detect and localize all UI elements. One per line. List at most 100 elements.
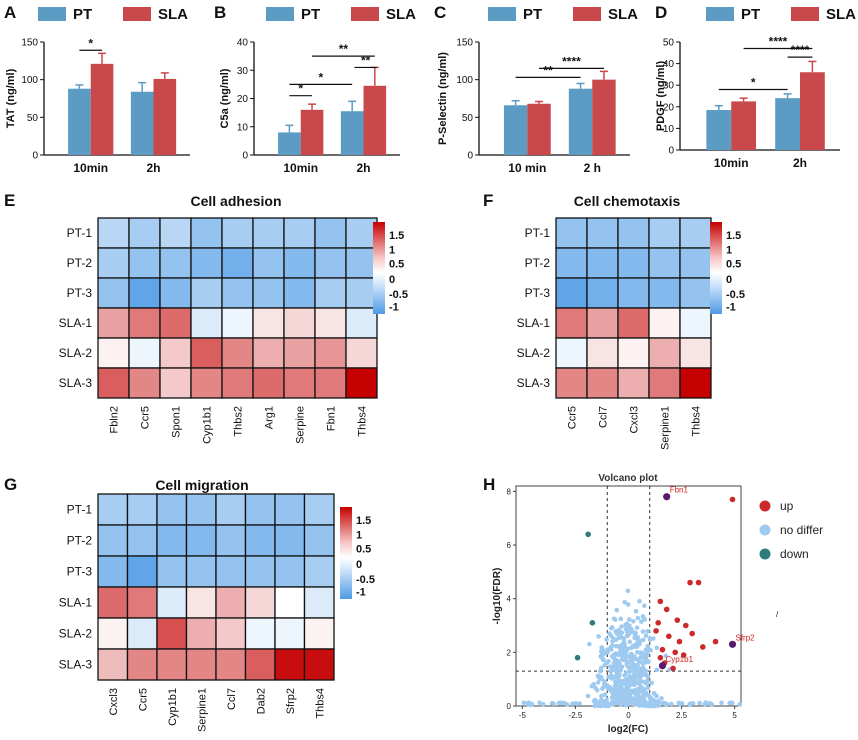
volcano-legend-label: no differ: [780, 523, 823, 537]
point-no-differ: [719, 700, 724, 706]
point-no-differ: [645, 628, 650, 634]
point-no-differ: [633, 608, 639, 614]
panel-letter: F: [483, 191, 493, 210]
heatmap-cell: [221, 337, 254, 369]
y-axis-label: -log10(FDR): [492, 568, 503, 625]
heatmap-row-label: PT-2: [67, 534, 93, 548]
point-no-differ: [650, 636, 656, 641]
legend-label-pt: PT: [741, 6, 760, 23]
point-no-differ: [631, 618, 636, 624]
point-no-differ: [610, 701, 616, 707]
bar-pt-0: [706, 110, 732, 150]
point-no-differ: [619, 682, 624, 688]
heatmap-cell: [156, 524, 188, 557]
volcano-plot: H Volcano plot -5 -2.5 0 2.5 5 0 2 4 6 8 log2(FC) -lo…: [483, 473, 823, 735]
legend-label-pt: PT: [73, 6, 92, 23]
point-no-differ: [611, 616, 617, 622]
point-no-differ: [625, 588, 631, 594]
gene-label: Sfrp2: [736, 633, 756, 642]
heatmap-cell: [215, 555, 247, 588]
point-no-differ: [627, 664, 633, 670]
volcano-legend-label: up: [780, 499, 794, 513]
bar-sla-0: [300, 109, 324, 155]
heatmap-cell: [159, 337, 192, 369]
point-up: [657, 598, 664, 605]
heatmap-cell: [283, 277, 316, 309]
heatmap-column-label: Spon1: [171, 406, 183, 438]
point-no-differ: [624, 701, 630, 707]
point-no-differ: [654, 667, 660, 673]
heatmap-cell: [128, 337, 161, 369]
significance-label: *: [318, 70, 323, 84]
heatmap-row-label: PT-3: [67, 565, 93, 579]
point-no-differ: [635, 615, 641, 621]
heatmap-cell: [190, 217, 223, 249]
point-up: [657, 654, 664, 661]
legend-swatch-pt: [38, 7, 66, 21]
point-no-differ: [638, 673, 644, 678]
x-tick-label: 0: [626, 711, 631, 720]
heatmap-cell: [314, 367, 347, 399]
point-no-differ: [669, 701, 674, 707]
point-no-differ: [577, 701, 582, 706]
point-no-differ: [529, 701, 535, 707]
volcano-legend-label: down: [780, 547, 809, 561]
x-category-label: 2h: [146, 161, 160, 175]
point-no-differ: [525, 701, 531, 707]
point-no-differ: [649, 680, 654, 686]
heatmap-cell: [159, 247, 192, 279]
y-tick-label: 40: [663, 59, 675, 70]
point-no-differ: [596, 703, 601, 709]
bar-pt-0: [278, 132, 301, 155]
heatmap-column-label: Serpine1: [660, 406, 672, 450]
heatmap-cell: [252, 217, 285, 249]
significance-label: *: [751, 76, 756, 90]
heatmap-row-label: SLA-1: [59, 316, 93, 330]
point-no-differ: [620, 699, 626, 705]
heatmap-row-label: SLA-2: [517, 346, 551, 360]
point-no-differ: [647, 636, 653, 641]
heatmap-cell: [648, 277, 681, 309]
y-axis-label: P-Selectin (ng/ml): [437, 52, 449, 145]
heatmap-cell: [586, 247, 619, 279]
point-no-differ: [619, 643, 624, 648]
y-tick-label: 150: [21, 38, 38, 49]
point-no-differ: [627, 623, 632, 628]
point-no-differ: [640, 666, 646, 672]
x-category-label: 10min: [714, 156, 749, 170]
heatmap-column-label: Serpine1: [196, 688, 208, 732]
heatmap-column-label: Thbs4: [314, 688, 326, 719]
heatmap-column-label: Ccr5: [140, 406, 152, 429]
heatmap-cell: [345, 247, 378, 279]
volcano-legend-marker: [759, 548, 771, 560]
heatmap-column-label: Thbs4: [691, 406, 703, 437]
y-tick-label: 30: [237, 66, 249, 77]
point-up: [689, 630, 695, 637]
heatmap-cell: [274, 617, 306, 650]
heatmap-cell: [128, 367, 161, 399]
bar-sla-1: [800, 72, 825, 150]
heatmap-cell: [128, 247, 161, 279]
y-tick-label: 0: [467, 151, 473, 162]
heatmap-cell: [252, 337, 285, 369]
point-no-differ: [611, 660, 617, 666]
point-no-differ: [640, 637, 646, 643]
heatmap-cell: [185, 524, 217, 557]
heatmap-column-label: Fbln2: [109, 406, 121, 434]
point-no-differ: [625, 685, 631, 691]
heatmap-cell: [586, 217, 619, 249]
x-tick-label: -2.5: [569, 711, 583, 720]
point-no-differ: [737, 702, 742, 707]
point-no-differ: [613, 651, 619, 656]
point-no-differ: [618, 616, 624, 622]
heatmap-row-label: SLA-2: [59, 627, 93, 641]
legend-label-sla: SLA: [386, 6, 416, 23]
point-no-differ: [614, 699, 620, 705]
legend-swatch-pt: [266, 7, 294, 21]
heatmap-row-label: SLA-3: [59, 376, 93, 390]
heatmap-cell: [156, 648, 188, 681]
gene-label: Fbn1: [670, 486, 689, 495]
point-up: [659, 646, 666, 653]
y-tick-label: 150: [456, 38, 473, 49]
